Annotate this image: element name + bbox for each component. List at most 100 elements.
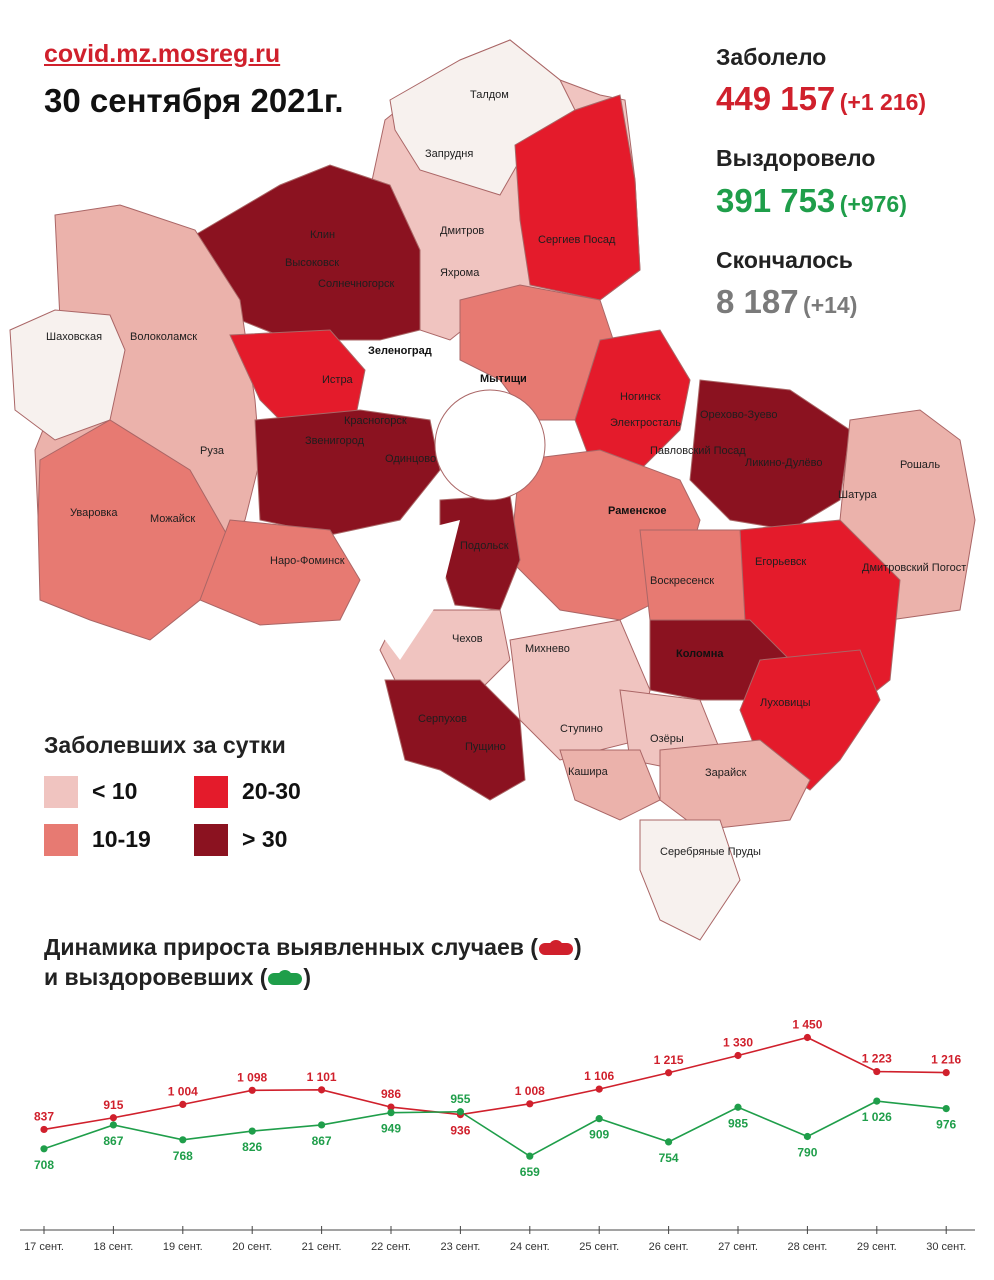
map-label: Павловский Посад <box>650 445 746 457</box>
map-label: Зеленоград <box>368 345 432 357</box>
recovered-data-label: 1 026 <box>862 1110 892 1124</box>
source-link[interactable]: covid.mz.mosreg.ru <box>44 40 281 68</box>
map-label: Волоколамск <box>130 331 197 343</box>
recovered-stat: 391 753 (+976) <box>716 182 907 220</box>
cases-point <box>387 1103 395 1111</box>
map-label: Зарайск <box>705 767 747 779</box>
recovered-delta: (+976) <box>839 191 907 217</box>
map-label: Дмитровский Погост <box>862 562 966 574</box>
map-label: Клин <box>310 229 335 241</box>
map-label: Кашира <box>568 766 609 778</box>
recovered-value: 391 753 <box>716 182 836 219</box>
recovered-label: Выздоровело <box>716 145 876 171</box>
cases-point <box>109 1114 117 1122</box>
cases-data-label: 1 004 <box>168 1084 198 1098</box>
map-label: Высоковск <box>285 257 339 269</box>
infected-label: Заболело <box>716 44 827 70</box>
cases-data-label: 1 450 <box>792 1018 822 1032</box>
map-label: Раменское <box>608 505 667 517</box>
recovered-data-label: 768 <box>173 1149 193 1163</box>
map-label: Мытищи <box>480 373 527 385</box>
recovered-data-label: 790 <box>797 1146 817 1160</box>
legend-swatch-20-30 <box>194 776 228 808</box>
dynamics-title-text1: Динамика прироста выявленных случаев ( <box>44 934 538 960</box>
map-label: Орехово-Зуево <box>700 409 778 421</box>
x-tick-label: 29 сент. <box>857 1241 897 1253</box>
map-region-east <box>689 379 851 531</box>
recovered-data-label: 659 <box>520 1165 540 1179</box>
recovered-point <box>387 1109 395 1117</box>
legend-label-20-30: 20-30 <box>242 778 301 804</box>
recovered-point <box>665 1138 673 1146</box>
map-label: Талдом <box>470 89 509 101</box>
map-label: Шаховская <box>46 331 102 343</box>
dynamics-title-line2: и выздоровевших () <box>44 962 582 992</box>
map-label: Звенигород <box>305 435 365 447</box>
recovered-data-label: 708 <box>34 1158 54 1172</box>
map-region-podolsk <box>439 494 521 611</box>
recovered-point <box>803 1132 812 1141</box>
map-region-shakhovskaya <box>9 309 126 441</box>
map-label: Серебряные Пруды <box>660 846 761 858</box>
new-moscow-hole <box>370 520 460 660</box>
recovered-point <box>734 1103 742 1111</box>
cases-point <box>40 1125 48 1134</box>
map-label: Ногинск <box>620 391 661 403</box>
map-label: Красногорск <box>344 415 407 427</box>
x-tick-label: 22 сент. <box>371 1241 411 1253</box>
legend-label-lt10: < 10 <box>92 778 138 804</box>
cases-point <box>734 1051 742 1060</box>
moscow-hole <box>434 389 546 501</box>
cases-data-label: 915 <box>103 1098 123 1112</box>
legend-swatch-lt10 <box>44 776 78 808</box>
recovered-point <box>595 1115 603 1123</box>
recovered-point <box>318 1121 326 1129</box>
died-delta: (+14) <box>803 292 858 318</box>
map-label: Подольск <box>460 540 509 552</box>
map-region-mozhaysk <box>37 419 231 641</box>
map-region-serpukhov <box>384 679 526 801</box>
died-value: 8 187 <box>716 283 799 320</box>
legend-swatch-10-19 <box>44 824 78 856</box>
cases-series-line <box>43 1036 947 1131</box>
map-label: Луховицы <box>760 697 811 709</box>
cases-data-label: 1 215 <box>654 1053 684 1067</box>
region-map: Талдом Запрудня Клин Высоковск Дмитров С… <box>9 39 976 941</box>
map-region-odintsovo <box>254 409 441 536</box>
map-region-kashira <box>559 749 661 821</box>
recovered-data-label: 826 <box>242 1140 262 1154</box>
map-label: Михнево <box>525 643 570 655</box>
recovered-data-label: 976 <box>936 1118 956 1132</box>
map-labels: Талдом Запрудня Клин Высоковск Дмитров С… <box>46 89 966 858</box>
cases-data-label: 1 101 <box>307 1070 337 1084</box>
recovered-data-label: 985 <box>728 1116 748 1130</box>
x-tick-label: 21 сент. <box>302 1241 342 1253</box>
infected-value: 449 157 <box>716 80 836 117</box>
recovered-point <box>456 1108 464 1116</box>
map-label: Озёры <box>650 733 684 745</box>
map-label: Сергиев Посад <box>538 234 616 246</box>
map-label: Дмитров <box>440 225 484 237</box>
map-region-serebryanye-prudy <box>639 819 741 941</box>
cases-data-label: 1 216 <box>931 1053 961 1067</box>
x-tick-label: 24 сент. <box>510 1241 550 1253</box>
cases-point <box>179 1100 187 1108</box>
map-label: Солнечногорск <box>318 278 394 290</box>
map-label: Электросталь <box>610 417 681 429</box>
recovered-point <box>873 1097 881 1105</box>
legend-title: Заболевших за сутки <box>44 732 286 758</box>
cases-data-label: 1 330 <box>723 1036 753 1050</box>
dynamics-line-chart: 17 сент. 18 сент. 19 сент. 20 сент. 21 сент.… <box>20 1018 975 1253</box>
map-label: Чехов <box>452 633 483 645</box>
recovered-data-label: 955 <box>450 1092 470 1106</box>
map-label: Одинцово <box>385 453 436 465</box>
cases-data-label: 1 098 <box>237 1070 267 1084</box>
map-label: Уваровка <box>70 507 118 519</box>
x-tick-label: 18 сент. <box>93 1241 133 1253</box>
x-tick-label: 25 сент. <box>579 1241 619 1253</box>
recovered-data-label: 867 <box>103 1134 123 1148</box>
cases-data-label: 986 <box>381 1087 401 1101</box>
map-label: Рошаль <box>900 459 940 471</box>
x-tick-label: 27 сент. <box>718 1241 758 1253</box>
x-tick-label: 17 сент. <box>24 1241 64 1253</box>
